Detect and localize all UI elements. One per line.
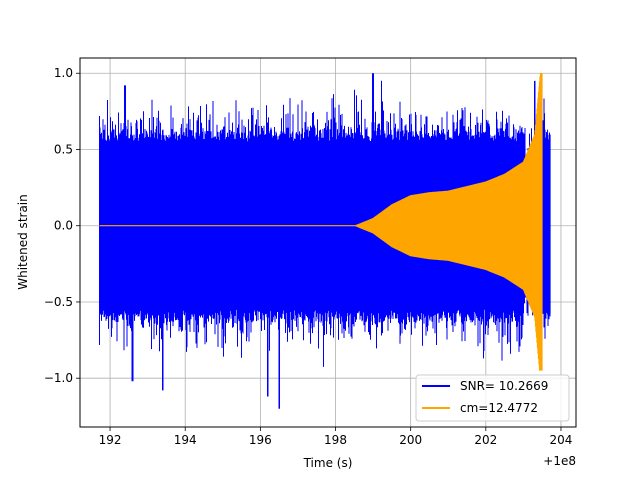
x-tick-label: 198 bbox=[324, 433, 347, 447]
x-tick-label: 204 bbox=[550, 433, 573, 447]
legend-label-cm: cm=12.4772 bbox=[460, 401, 538, 415]
x-tick-label: 192 bbox=[99, 433, 122, 447]
x-tick-label: 196 bbox=[249, 433, 272, 447]
x-tick-label: 200 bbox=[399, 433, 422, 447]
y-tick-label: −0.5 bbox=[44, 295, 73, 309]
series-cm-line bbox=[99, 73, 543, 371]
series-snr-tail bbox=[543, 129, 551, 319]
y-tick-label: 1.0 bbox=[54, 66, 73, 80]
y-axis-label: Whitened strain bbox=[16, 194, 30, 290]
plot-frame bbox=[79, 57, 577, 428]
x-tick-label: 202 bbox=[474, 433, 497, 447]
legend-label-snr: SNR= 10.2669 bbox=[460, 379, 548, 393]
y-tick-label: 0.5 bbox=[54, 142, 73, 156]
data-layer bbox=[99, 73, 551, 409]
x-offset-label: +1e8 bbox=[543, 454, 576, 468]
x-tick-label: 194 bbox=[174, 433, 197, 447]
x-axis-label: Time (s) bbox=[303, 456, 353, 470]
legend: SNR= 10.2669 cm=12.4772 bbox=[415, 374, 570, 422]
y-tick-label: −1.0 bbox=[44, 371, 73, 385]
legend-box bbox=[415, 374, 570, 422]
ticks: 192 194 196 198 200 202 204 −1.0 −0.5 0.0 0.5 1.0 bbox=[44, 66, 573, 447]
y-tick-label: 0.0 bbox=[54, 219, 73, 233]
